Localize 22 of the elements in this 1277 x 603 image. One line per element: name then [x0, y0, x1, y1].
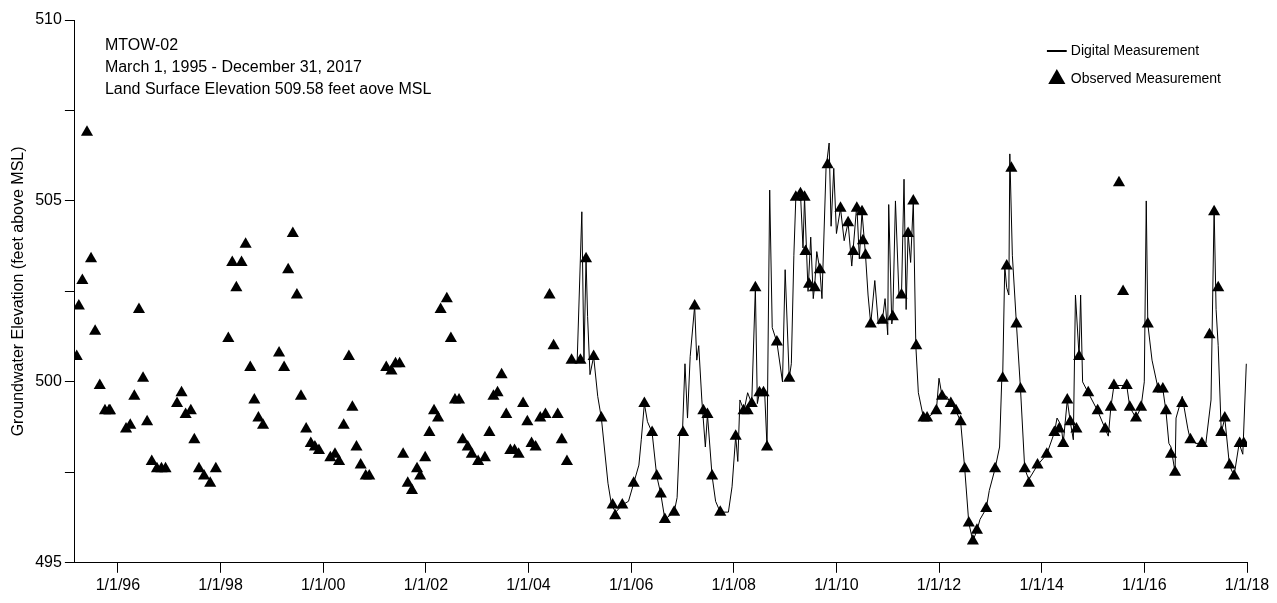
y-tick-label: 495: [35, 553, 62, 571]
y-tick-label: 510: [35, 10, 62, 28]
x-tick-label: 1/1/98: [198, 575, 243, 593]
text: MTOW-02: [104, 36, 179, 54]
text: March 1, 1995 - December 31, 2017: [104, 58, 363, 76]
annotation: Land Surface Elevation 509.58 feet aove MSL: [104, 80, 432, 98]
legend-label: Observed Measurement: [1070, 69, 1222, 86]
x-tick-label: 1/1/10: [814, 575, 859, 593]
y-tick-label: 500: [35, 372, 62, 390]
x-tick-label: 1/1/18: [1224, 575, 1270, 593]
y-tick-label: 505: [35, 191, 62, 209]
x-tick-label: 1/1/02: [403, 575, 449, 593]
x-tick-label: 1/1/12: [916, 575, 962, 593]
x-tick-label: 1/1/04: [506, 575, 551, 593]
y-axis-title: Groundwater Elevation (feet above MSL): [9, 146, 27, 437]
x-tick-label: 1/1/08: [711, 575, 757, 593]
x-tick-label: 1/1/06: [608, 575, 654, 593]
x-tick-label: 1/1/96: [95, 575, 141, 593]
legend-label: Digital Measurement: [1070, 41, 1200, 58]
x-tick-label: 1/1/00: [300, 575, 346, 593]
x-tick-label: 1/1/16: [1122, 575, 1167, 593]
x-tick-label: 1/1/14: [1019, 575, 1065, 593]
